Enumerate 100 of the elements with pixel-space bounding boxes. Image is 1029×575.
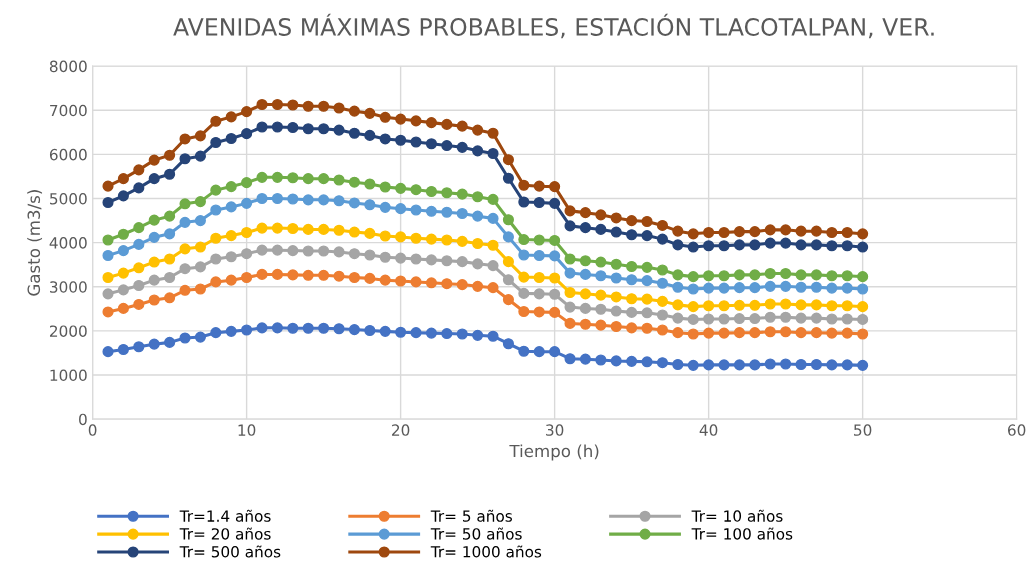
y-tick-label: 7000 [50, 104, 87, 117]
x-tick-label: 40 [699, 424, 718, 436]
point [826, 282, 838, 294]
point [795, 358, 807, 371]
point [826, 327, 838, 339]
point [133, 222, 145, 234]
point [518, 179, 530, 191]
point [194, 215, 206, 227]
point [364, 129, 376, 141]
point [395, 134, 407, 146]
point [225, 325, 237, 337]
point [857, 359, 869, 371]
point [703, 282, 715, 294]
point [795, 281, 807, 293]
x-tick-label: 60 [1008, 424, 1026, 436]
point [780, 224, 792, 236]
point [857, 328, 869, 340]
point [133, 164, 145, 176]
point [733, 239, 745, 251]
point [733, 359, 745, 371]
point [287, 222, 299, 235]
point [456, 188, 468, 200]
point [348, 248, 360, 260]
point [764, 280, 776, 292]
point [487, 127, 499, 139]
point [749, 299, 761, 311]
point [595, 209, 607, 221]
point [318, 269, 330, 281]
point [472, 145, 484, 157]
point [656, 264, 668, 276]
point [164, 210, 176, 222]
point [672, 225, 684, 237]
point [425, 205, 437, 217]
point [225, 274, 237, 286]
point [179, 332, 191, 344]
point [348, 176, 360, 188]
point [472, 124, 484, 136]
point [672, 239, 684, 251]
point [271, 322, 283, 334]
point [564, 301, 576, 313]
point [487, 147, 499, 160]
point [364, 107, 376, 119]
point [241, 271, 253, 284]
point [395, 203, 407, 215]
point [287, 245, 299, 257]
point [595, 303, 607, 315]
y-tick-label: 4000 [49, 237, 87, 249]
point [271, 121, 283, 133]
point [549, 181, 561, 193]
point [148, 231, 160, 243]
point [549, 234, 561, 246]
point [579, 353, 591, 365]
point [579, 255, 591, 267]
point [287, 193, 299, 205]
point [256, 244, 268, 256]
point [579, 318, 591, 330]
point [456, 120, 468, 132]
point [641, 275, 653, 287]
point [210, 253, 222, 265]
point [641, 261, 653, 273]
point [549, 250, 561, 262]
point [810, 225, 822, 237]
point [302, 194, 314, 206]
point [687, 283, 699, 295]
point [579, 207, 591, 219]
point [472, 258, 484, 270]
point [364, 272, 376, 284]
point [410, 232, 422, 244]
point [487, 260, 499, 272]
point [626, 260, 638, 273]
point [117, 190, 129, 202]
point [379, 325, 391, 337]
point [564, 253, 576, 265]
point [210, 184, 222, 196]
point [533, 249, 545, 262]
point [318, 223, 330, 235]
point [518, 287, 530, 299]
point [656, 295, 668, 307]
point [764, 298, 776, 310]
point [703, 226, 715, 239]
point [610, 320, 622, 333]
point [302, 245, 314, 257]
y-tick-label: 1000 [50, 369, 87, 382]
legend-label: Tr= 1000 años [430, 545, 542, 558]
point [672, 299, 684, 311]
point [318, 245, 330, 257]
point [225, 201, 237, 213]
point [441, 206, 453, 218]
point [148, 274, 160, 286]
point [764, 224, 776, 236]
point [395, 275, 407, 287]
point [764, 358, 776, 370]
point [733, 312, 745, 325]
point [225, 132, 237, 145]
point [749, 226, 761, 238]
point [733, 226, 745, 238]
point [472, 191, 484, 203]
point [780, 298, 792, 310]
point [333, 224, 345, 236]
point [641, 230, 653, 242]
